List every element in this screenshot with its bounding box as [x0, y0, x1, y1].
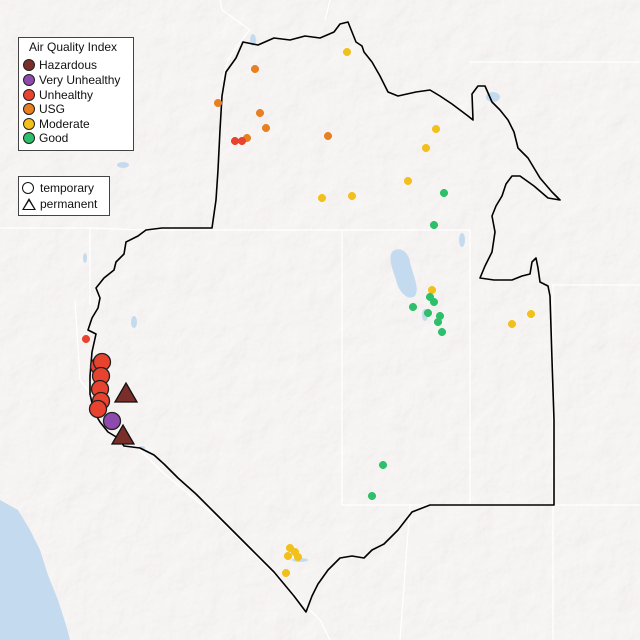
unhealthy-swatch	[23, 89, 35, 101]
legend-item-hazardous: Hazardous	[23, 58, 97, 72]
triangle-icon	[22, 198, 36, 210]
monitor-marker-good[interactable]	[367, 491, 377, 501]
great-salt-lake	[390, 249, 417, 298]
bear-lake	[459, 233, 465, 247]
monitor-marker-usg[interactable]	[250, 64, 260, 74]
very-unhealthy-swatch	[23, 74, 35, 86]
legend-label: Very Unhealthy	[39, 73, 121, 87]
region-boundary	[87, 21, 561, 613]
monitor-marker-good[interactable]	[423, 308, 433, 318]
legend-item-moderate: Moderate	[23, 117, 90, 131]
aqi-legend-title: Air Quality Index	[29, 40, 118, 54]
monitor-marker-moderate[interactable]	[421, 143, 431, 153]
monitor-marker-moderate[interactable]	[427, 285, 437, 295]
legend-label: Unhealthy	[39, 88, 94, 102]
monitor-marker-unhealthy[interactable]	[88, 399, 108, 419]
legend-label: USG	[39, 102, 66, 116]
monitor-marker-moderate[interactable]	[293, 552, 303, 562]
monitor-marker-good[interactable]	[378, 460, 388, 470]
monitor-marker-good[interactable]	[433, 317, 443, 327]
monitor-marker-unhealthy[interactable]	[81, 334, 91, 344]
goose-lake	[83, 253, 87, 263]
monitor-marker-moderate[interactable]	[403, 176, 413, 186]
monitor-marker-unhealthy[interactable]	[230, 136, 240, 146]
monitor-marker-usg[interactable]	[213, 98, 223, 108]
legend-label: temporary	[40, 181, 95, 195]
monitor-marker-good[interactable]	[439, 188, 449, 198]
monitor-marker-usg[interactable]	[255, 108, 265, 118]
hazardous-swatch	[23, 59, 35, 71]
legend-label: Moderate	[39, 117, 90, 131]
moderate-swatch	[23, 118, 35, 130]
permanent-monitor-hazardous[interactable]	[113, 381, 139, 403]
monitor-marker-good[interactable]	[429, 220, 439, 230]
legend-item-very-unhealthy: Very Unhealthy	[23, 73, 120, 87]
monitor-marker-good[interactable]	[408, 302, 418, 312]
monitor-type-legend: temporary permanent	[18, 176, 110, 216]
legend-item-good: Good	[23, 131, 68, 145]
good-swatch	[23, 132, 35, 144]
monitor-marker-moderate[interactable]	[431, 124, 441, 134]
legend-item-temporary: temporary	[22, 181, 94, 195]
monitor-marker-moderate[interactable]	[283, 551, 293, 561]
monitor-marker-unhealthy[interactable]	[237, 136, 247, 146]
monitor-marker-moderate[interactable]	[507, 319, 517, 329]
monitor-marker-moderate[interactable]	[342, 47, 352, 57]
legend-item-unhealthy: Unhealthy	[23, 88, 93, 102]
monitor-marker-usg[interactable]	[323, 131, 333, 141]
circle-icon	[22, 182, 34, 194]
monitor-marker-very-unhealthy[interactable]	[102, 411, 122, 431]
monitor-marker-good[interactable]	[437, 327, 447, 337]
ocean	[0, 500, 70, 640]
monitor-marker-usg[interactable]	[261, 123, 271, 133]
legend-item-usg: USG	[23, 102, 65, 116]
monitor-marker-good[interactable]	[429, 297, 439, 307]
pyramid-lake	[131, 316, 137, 328]
monitor-points	[81, 47, 536, 578]
permanent-monitor-hazardous[interactable]	[110, 423, 136, 445]
monitor-marker-moderate[interactable]	[281, 568, 291, 578]
legend-label: Good	[39, 131, 69, 145]
monitor-marker-moderate[interactable]	[347, 191, 357, 201]
legend-label: permanent	[40, 197, 98, 211]
malheur-lake	[117, 162, 129, 168]
legend-item-permanent: permanent	[22, 197, 97, 211]
monitor-marker-moderate[interactable]	[317, 193, 327, 203]
monitor-marker-moderate[interactable]	[526, 309, 536, 319]
aqi-legend: Air Quality Index Hazardous Very Unhealt…	[18, 37, 134, 151]
usg-swatch	[23, 103, 35, 115]
legend-label: Hazardous	[39, 58, 98, 72]
